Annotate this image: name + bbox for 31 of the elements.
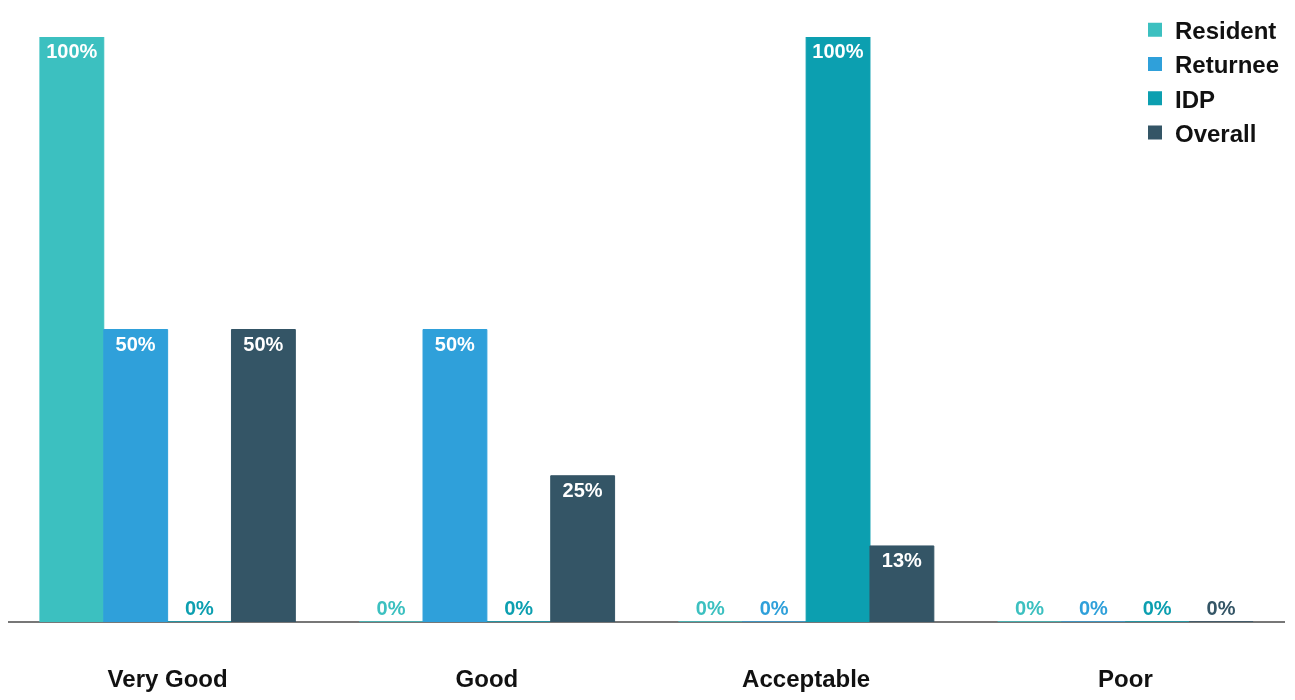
x-tick-label: Very Good (107, 665, 228, 692)
data-label: 0% (1206, 597, 1236, 619)
legend-label: Returnee (1175, 51, 1280, 79)
data-label: 0% (759, 597, 789, 619)
data-label: 0% (184, 597, 215, 619)
data-label: 0% (1015, 597, 1045, 619)
x-tick-label: Poor (1098, 665, 1153, 692)
bar (422, 329, 488, 622)
data-label: 0% (695, 597, 725, 619)
bar (39, 37, 105, 622)
legend-label: IDP (1175, 85, 1216, 113)
data-label: 0% (376, 597, 406, 619)
data-label: 100% (46, 40, 98, 62)
data-label: 100% (812, 40, 864, 62)
bar (103, 329, 169, 622)
bar (869, 545, 935, 622)
legend-label: Overall (1175, 119, 1257, 147)
legend-label: Resident (1175, 17, 1277, 45)
data-label: 13% (881, 548, 923, 571)
x-tick-label: Good (455, 665, 519, 692)
data-label: 50% (434, 332, 476, 355)
data-label: 25% (562, 478, 603, 501)
data-label: 0% (1078, 597, 1109, 619)
x-tick-label: Acceptable (742, 665, 871, 692)
bar (805, 37, 871, 622)
data-label: 50% (115, 332, 156, 355)
data-label: 0% (1142, 597, 1172, 619)
data-label: 0% (504, 597, 534, 619)
bar (230, 329, 296, 622)
bar (550, 475, 616, 622)
data-label: 50% (243, 332, 284, 355)
